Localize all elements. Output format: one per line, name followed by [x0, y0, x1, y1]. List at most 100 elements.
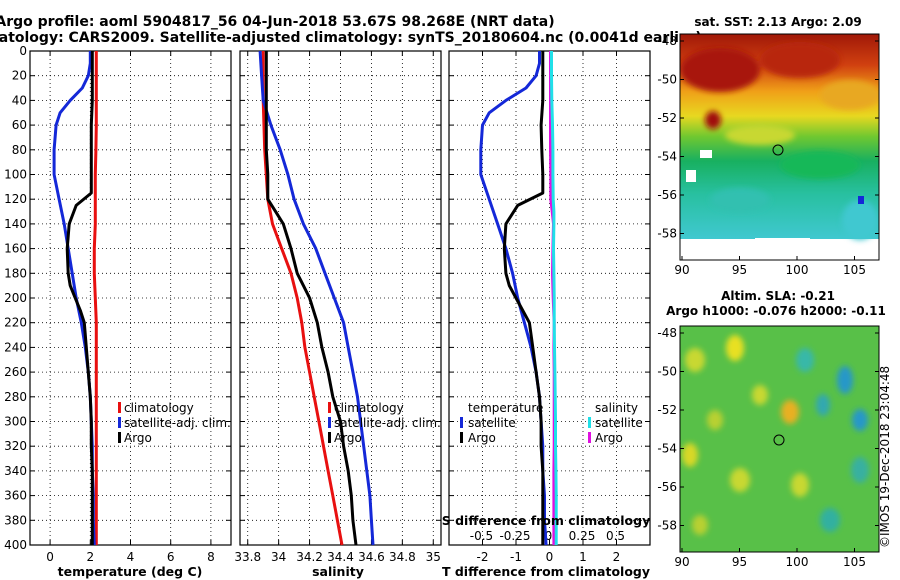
series-line-climatology — [92, 51, 98, 545]
sla-map-image — [680, 326, 879, 552]
legend-label-temp-argo: Argo — [468, 431, 496, 445]
x-tick-label: -1 — [510, 550, 522, 564]
y-tick-label: 120 — [4, 192, 27, 206]
y-tick-label: 20 — [12, 69, 27, 83]
legend-swatch-sal-argo — [588, 432, 591, 443]
x-tick-label: 2 — [86, 550, 94, 564]
map-y-tick-label: -58 — [657, 227, 677, 241]
map-x-tick-label: 90 — [674, 263, 689, 277]
series-line-argo — [65, 51, 94, 545]
map-y-tick-label: -50 — [657, 73, 677, 87]
x-tick-label: 0 — [546, 550, 554, 564]
x-tick-label: 35 — [426, 550, 441, 564]
y-tick-label: 80 — [12, 143, 27, 157]
y-tick-label: 40 — [12, 93, 27, 107]
x-tick-label: 33.8 — [234, 550, 261, 564]
title-line-2: Climatology: CARS2009. Satellite-adjuste… — [0, 30, 702, 46]
x-tick-label: 34.8 — [389, 550, 416, 564]
y-tick-label: 320 — [4, 439, 27, 453]
s-diff-tick-label: 0.5 — [606, 529, 625, 543]
y-tick-label: 220 — [4, 316, 27, 330]
title-line-1: Argo profile: aoml 5904817_56 04-Jun-201… — [0, 14, 555, 30]
map-y-tick-label: -48 — [657, 34, 677, 48]
s-diff-tick-label: 0 — [545, 529, 553, 543]
y-tick-label: 360 — [4, 489, 27, 503]
map-y-tick-label: -58 — [657, 519, 677, 533]
legend-swatch-satellite — [328, 417, 331, 428]
map-y-tick-label: -56 — [657, 480, 677, 494]
x-tick-label: 0 — [46, 550, 54, 564]
y-tick-label: 340 — [4, 464, 27, 478]
map-x-tick-label: 100 — [786, 263, 809, 277]
legend-label-argo: Argo — [334, 431, 362, 445]
series-line-satellite-adj-clim- — [258, 50, 375, 546]
legend-swatch-argo — [118, 432, 121, 443]
y-tick-label: 100 — [4, 168, 27, 182]
x-tick-label: 4 — [127, 550, 135, 564]
y-tick-label: 140 — [4, 217, 27, 231]
temperature-legend: climatology satellite-adj. clim. Argo — [118, 401, 231, 445]
series-line-argo — [264, 51, 358, 546]
map-x-tick-label: 105 — [843, 555, 866, 569]
temperature-panel: 0204060801001201401601802002202402602803… — [4, 44, 232, 564]
map-x-tick-label: 100 — [786, 555, 809, 569]
y-tick-label: 260 — [4, 365, 27, 379]
map-y-tick-label: -52 — [657, 111, 677, 125]
legend-label-satellite: satellite-adj. clim. — [124, 416, 231, 430]
map-x-tick-label: 90 — [674, 555, 689, 569]
legend-title-temperature: temperature — [468, 401, 543, 415]
legend-swatch-satellite — [118, 417, 121, 428]
difference-panel: -2 -1 0 1 2 -0.5 -0.25 0 0.25 0.5 — [448, 50, 651, 564]
s-diff-tick-label: 0.25 — [569, 529, 596, 543]
sla-map-title: Altim. SLA: -0.21 — [721, 289, 835, 303]
legend-swatch-sal-satellite — [588, 417, 591, 428]
s-diff-tick-label: -0.25 — [499, 529, 530, 543]
y-tick-label: 0 — [19, 44, 27, 58]
x-tick-label: -2 — [477, 550, 489, 564]
x-tick-label: 8 — [207, 550, 215, 564]
sst-map: sat. SST: 2.13 Argo: 2.09 -48 -50 -52 -54 -5… — [657, 15, 880, 277]
sst-argo-location-marker — [772, 144, 784, 156]
y-tick-label: 200 — [4, 291, 27, 305]
difference-xlabel: T difference from climatology — [442, 564, 650, 579]
map-y-tick-label: -48 — [657, 326, 677, 340]
x-tick-label: 2 — [613, 550, 621, 564]
y-tick-label: 380 — [4, 513, 27, 527]
difference-top-xlabel: S difference from climatology — [442, 513, 651, 528]
legend-swatch-argo — [328, 432, 331, 443]
sst-map-title: sat. SST: 2.13 Argo: 2.09 — [694, 15, 861, 29]
sla-argo-location-marker — [773, 434, 785, 446]
y-tick-label: 180 — [4, 266, 27, 280]
y-tick-label: 300 — [4, 415, 27, 429]
temperature-xlabel: temperature (deg C) — [58, 564, 203, 579]
map-y-tick-label: -54 — [657, 150, 677, 164]
map-x-tick-label: 95 — [732, 263, 747, 277]
salinity-panel: 33.8 34 34.2 34.4 34.6 34.8 35 — [234, 50, 442, 564]
legend-label-temp-satellite: satellite — [468, 416, 516, 430]
legend-label-sal-argo: Argo — [595, 431, 623, 445]
salinity-xlabel: salinity — [312, 564, 364, 579]
y-tick-label: 240 — [4, 340, 27, 354]
map-y-tick-label: -54 — [657, 442, 677, 456]
series-line-temperature-argo — [502, 51, 545, 545]
legend-swatch-climatology — [118, 402, 121, 413]
y-tick-label: 280 — [4, 390, 27, 404]
map-x-tick-label: 105 — [843, 263, 866, 277]
sla-map: Altim. SLA: -0.21 Argo h1000: -0.076 h20… — [657, 289, 885, 569]
y-tick-label: 60 — [12, 118, 27, 132]
salinity-legend: climatology satellite-adj. clim. Argo — [328, 401, 441, 445]
legend-swatch-climatology — [328, 402, 331, 413]
sst-map-image — [680, 34, 879, 260]
x-tick-label: 34.6 — [358, 550, 385, 564]
legend-label-climatology: climatology — [124, 401, 194, 415]
credit-text: ©IMOS 19-Dec-2018 23:04:48 — [878, 366, 892, 548]
sst-map-frame — [679, 33, 880, 261]
x-tick-label: 1 — [579, 550, 587, 564]
x-tick-label: 6 — [167, 550, 175, 564]
sla-map-frame — [679, 325, 880, 553]
sla-map-subtitle: Argo h1000: -0.076 h2000: -0.11 — [666, 304, 886, 318]
s-diff-tick-label: -0.5 — [470, 529, 493, 543]
map-y-tick-label: -52 — [657, 403, 677, 417]
legend-title-salinity: salinity — [595, 401, 638, 415]
